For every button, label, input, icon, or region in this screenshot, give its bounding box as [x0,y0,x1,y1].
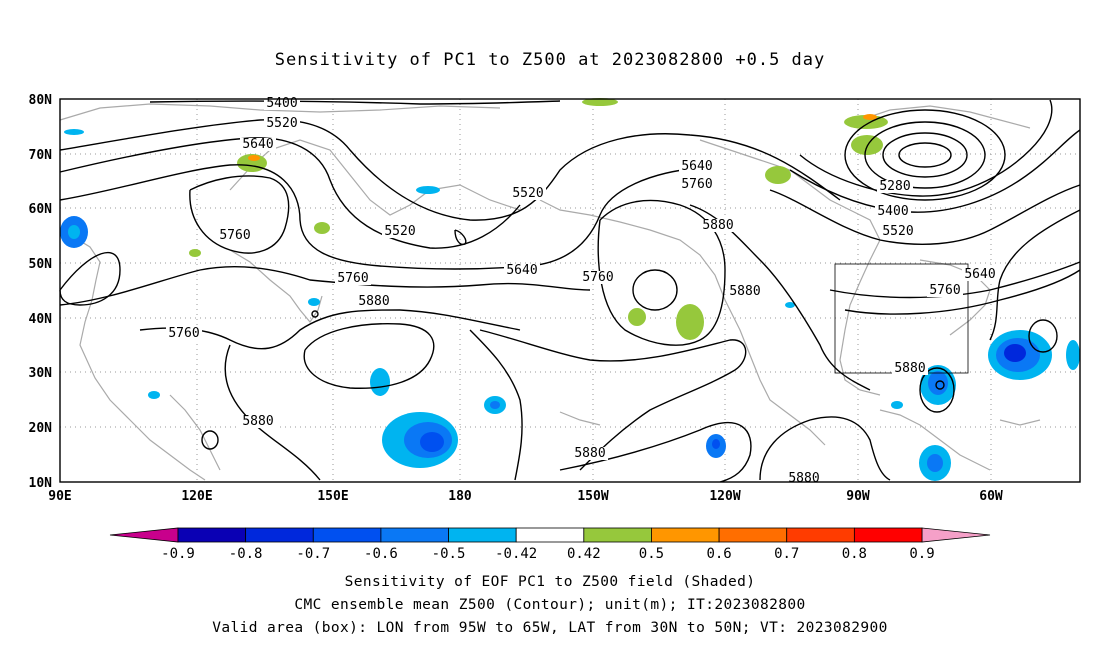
contour-label: 5520 [512,186,543,201]
footer-line-2: CMC ensemble mean Z500 (Contour); unit(m… [294,597,806,613]
colorbar-label: 0.42 [567,546,601,562]
contour-label: 5880 [729,284,760,299]
colorbar-label: 0.7 [774,546,799,562]
map-area: 5400 5520 5640 5760 5760 5880 5520 5520 5640 5760… [29,93,1081,504]
contour-label: 5640 [242,137,273,152]
colorbar-label: -0.42 [495,546,537,562]
latitude-label: 70N [29,148,53,163]
colorbar-segment [583,527,652,543]
contour-label: 5880 [788,471,819,486]
colorbar-label: -0.6 [364,546,398,562]
colorbar-label: 0.5 [639,546,664,562]
contour-label: 5640 [506,263,537,278]
colorbar-segment [177,527,247,543]
contour-labels: 5400 5520 5640 5760 5760 5880 5520 5520 5640 5760… [166,96,998,486]
colorbar-label: 0.6 [706,546,731,562]
contour-label: 5760 [168,326,199,341]
contour-label: 5880 [242,414,273,429]
longitude-label: 120E [181,489,212,504]
footer-line-3: Valid area (box): LON from 95W to 65W, L… [212,620,888,636]
latitude-label: 60N [29,202,53,217]
contour-label: 5880 [574,446,605,461]
colorbar-low-triangle [109,527,179,543]
footer-line-1: Sensitivity of EOF PC1 to Z500 field (Sh… [344,574,756,590]
contour-label: 5760 [681,177,712,192]
colorbar-label: -0.8 [229,546,263,562]
longitude-label: 60W [979,489,1003,504]
longitude-label: 90E [48,489,71,504]
colorbar-segment [515,527,585,543]
contour-label: 5520 [384,224,415,239]
map-title: Sensitivity of PC1 to Z500 at 2023082800… [274,50,826,70]
colorbar-label: -0.5 [432,546,466,562]
contour-label: 5400 [266,96,297,111]
latitude-label: 10N [29,476,53,491]
colorbar-segment [448,527,517,543]
contour-label: 5880 [358,294,389,309]
latitude-label: 30N [29,366,53,381]
longitude-label: 180 [448,489,472,504]
contour-label: 5520 [266,116,297,131]
latitude-label: 20N [29,421,53,436]
contour-label: 5640 [964,267,995,282]
latitude-label: 80N [29,93,53,108]
longitude-labels: 90E 120E 150E 180 150W 120W 90W 60W [48,489,1003,504]
colorbar-label: 0.9 [909,546,934,562]
contour-label: 5760 [219,228,250,243]
contour-label: 5880 [894,361,925,376]
colorbar: -0.9 -0.8 -0.7 -0.6 -0.5 -0.42 0.42 0.5 0.6 0.7 0.… [109,527,991,562]
colorbar-label: -0.9 [161,546,195,562]
contour-label: 5400 [877,204,908,219]
contour-label: 5760 [929,283,960,298]
colorbar-segment [245,527,314,543]
colorbar-segment [312,527,382,543]
contour-label: 5760 [582,270,613,285]
colorbar-segment [853,527,923,543]
map-frame [59,98,1081,483]
colorbar-segment [651,527,720,543]
colorbar-segment [786,527,855,543]
contour-label: 5880 [702,218,733,233]
latitude-label: 50N [29,257,53,272]
colorbar-segment [380,527,449,543]
valid-area-box [834,263,969,374]
coastlines [59,103,1041,481]
contour-label: 5280 [879,179,910,194]
longitude-label: 150W [577,489,608,504]
contour-label: 5760 [337,271,368,286]
latitude-labels: 80N 70N 60N 50N 40N 30N 20N 10N [29,93,53,491]
colorbar-label: -0.7 [296,546,330,562]
latitude-label: 40N [29,312,53,327]
longitude-label: 90W [846,489,870,504]
longitude-label: 120W [709,489,740,504]
contour-label: 5520 [882,224,913,239]
colorbar-high-triangle [921,527,991,543]
contour-label: 5640 [681,159,712,174]
colorbar-label: 0.8 [842,546,867,562]
colorbar-segment [718,527,788,543]
longitude-label: 150E [317,489,348,504]
